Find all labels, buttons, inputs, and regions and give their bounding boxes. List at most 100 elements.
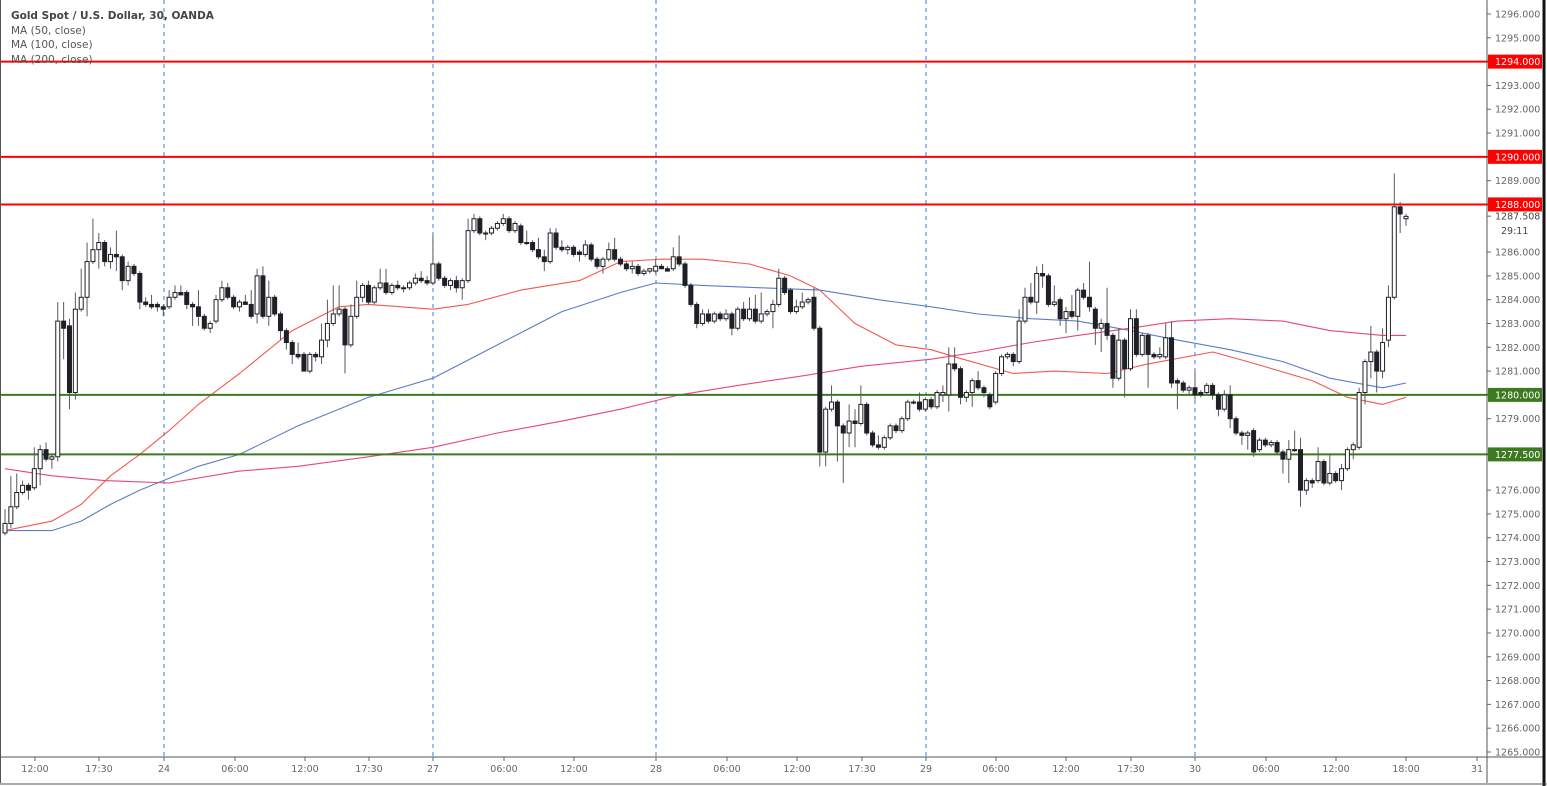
candle-body-down	[594, 258, 600, 267]
candle-body-up	[90, 249, 96, 263]
candles	[2, 173, 1409, 536]
candle-body-up	[31, 468, 37, 489]
candle	[1169, 321, 1175, 388]
candle-body-up	[823, 408, 829, 453]
candle	[711, 311, 717, 324]
candle-body-up	[207, 322, 213, 329]
candle-body-down	[313, 353, 319, 358]
candle	[1063, 306, 1069, 334]
candle-body-down	[131, 265, 137, 274]
candle	[149, 294, 155, 310]
candle	[406, 280, 412, 291]
candle	[225, 283, 231, 300]
candle	[1344, 447, 1350, 472]
candle-body-down	[694, 303, 700, 324]
candle-body-down	[559, 246, 565, 251]
candle-body-up	[776, 277, 782, 305]
candle	[893, 423, 899, 433]
candle	[242, 294, 248, 305]
day-separators	[163, 0, 1196, 757]
candle	[1157, 347, 1163, 360]
candle	[875, 435, 881, 450]
candle	[682, 261, 688, 288]
candle	[330, 285, 336, 326]
candle	[823, 406, 829, 467]
candle	[1198, 390, 1204, 398]
candle	[565, 244, 571, 255]
price-tick-label: 1267.000	[1495, 700, 1540, 711]
indicator-ma100-label[interactable]: MA (100, close)	[11, 39, 93, 51]
candle	[1374, 349, 1380, 393]
ma200-line	[4, 318, 1406, 484]
candle	[1380, 328, 1386, 379]
candle	[911, 399, 917, 405]
indicator-ma200-label[interactable]: MA (200, close)	[11, 53, 93, 66]
candle-body-up	[166, 296, 172, 308]
candle-body-down	[1239, 432, 1245, 436]
candle	[1262, 437, 1268, 448]
candle-body-up	[700, 313, 706, 324]
candle-body-up	[653, 265, 659, 272]
candle-body-down	[1133, 318, 1139, 355]
candle	[1110, 333, 1116, 388]
horizontal-levels[interactable]	[0, 60, 1491, 456]
candle	[289, 340, 295, 364]
candle-body-up	[993, 372, 999, 403]
candle-body-down	[717, 313, 723, 320]
time-tick-label: 06:00	[982, 764, 1009, 775]
price-axis[interactable]: 1265.000 1266.000 1267.000 1268.000 1269.000…	[1487, 10, 1540, 759]
time-tick-label: 12:00	[560, 764, 587, 775]
candle	[1385, 285, 1391, 348]
candle	[881, 435, 887, 450]
time-axis[interactable]: 12:00 17:30 24 06:00 12:00 17:30 27 06:00 12:00 2…	[21, 757, 1483, 775]
candle-body-up	[1339, 468, 1345, 482]
candle	[307, 352, 313, 374]
candle-body-up	[1327, 472, 1333, 484]
candle	[940, 385, 946, 403]
candle-body-up	[770, 303, 776, 313]
time-tick-label: 29	[920, 764, 932, 775]
candle	[319, 323, 325, 364]
level-price-label-bg	[1488, 54, 1542, 69]
candle	[213, 294, 219, 324]
level-price-label-bg	[1488, 149, 1542, 164]
candle	[952, 347, 958, 372]
candle	[618, 256, 624, 267]
candle	[612, 237, 618, 262]
candle	[588, 242, 594, 262]
candle-body-up	[371, 287, 377, 303]
candle	[1204, 382, 1210, 395]
candle-body-down	[365, 284, 371, 303]
candle-body-down	[1192, 387, 1198, 396]
indicator-ma50-label[interactable]: MA (50, close)	[11, 24, 86, 37]
symbol-title: Gold Spot / U.S. Dollar, 30, OANDA	[11, 10, 214, 22]
candle	[483, 230, 489, 241]
candle	[1403, 213, 1409, 226]
candle-body-down	[1092, 308, 1098, 329]
candle-body-down	[1180, 382, 1186, 391]
candle-body-down	[342, 308, 348, 346]
candle-body-up	[905, 401, 911, 420]
candle-body-up	[172, 292, 178, 298]
candle	[887, 423, 893, 441]
candle-body-up	[805, 299, 811, 303]
candle-body-down	[301, 353, 307, 372]
candle	[805, 297, 811, 305]
candle-body-up	[72, 308, 78, 394]
candle	[113, 230, 119, 272]
candle-body-up	[236, 301, 242, 308]
candle-body-down	[61, 320, 67, 329]
candle	[336, 285, 342, 317]
candle	[922, 397, 928, 412]
chart-legend: Gold Spot / U.S. Dollar, 30, OANDA MA (5…	[11, 9, 214, 67]
candle-body-down	[541, 256, 547, 263]
candle	[723, 309, 729, 322]
candle-body-down	[782, 277, 788, 294]
candle	[1151, 352, 1157, 360]
candle	[471, 213, 477, 234]
candle	[442, 275, 448, 288]
candle-body-up	[1315, 461, 1321, 482]
candle	[1321, 459, 1327, 486]
candle-body-up	[793, 306, 799, 313]
